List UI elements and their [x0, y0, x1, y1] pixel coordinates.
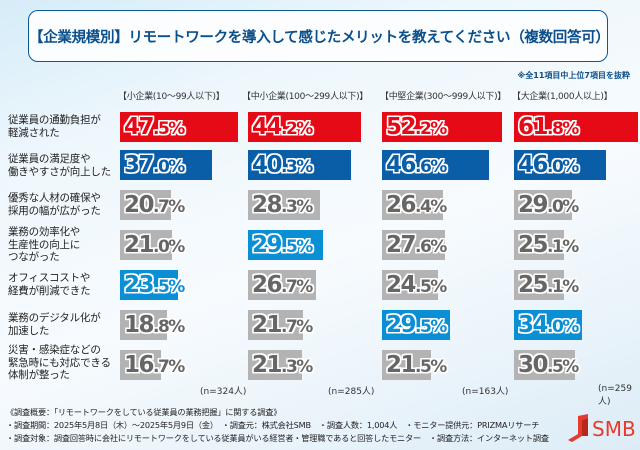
bar [514, 190, 572, 220]
row-label: 業務のデジタル化が 加速した [8, 312, 101, 337]
survey-footer: 《調査概要：「リモートワークをしている従業員の業務把握」に関する調査》 ・調査期… [6, 406, 549, 445]
row-label-line: 採用の幅が広がった [8, 204, 101, 217]
row-label-line: 加速した [8, 324, 50, 337]
bar-value-label: 21.5% [386, 352, 447, 378]
footer-line: 《調査概要：「リモートワークをしている従業員の業務把握」に関する調査》 [6, 407, 282, 417]
bar-value-label: 47.5% [124, 114, 185, 140]
bar-value-label: 25.1% [518, 232, 579, 258]
bar [382, 310, 450, 340]
bar [248, 270, 317, 300]
bar [248, 112, 361, 142]
bar-value-label: 29.0% [518, 192, 579, 218]
bar-value-label: 28.3% [252, 192, 313, 218]
bar [248, 310, 304, 340]
row-label-line: 業務の効率化や [8, 226, 81, 238]
bar [514, 112, 638, 142]
bar [248, 230, 324, 260]
bar-value-label: 61.8% [518, 114, 579, 140]
footer-line: ・調査期間：2025年5月8日（木）～2025年5月9日（金） ・調査元：株式会… [6, 420, 540, 430]
smb-logo-icon [568, 414, 588, 442]
bar-value-label: 40.3% [252, 152, 313, 178]
row-label-line: 従業員の満足度や [8, 153, 91, 165]
bar-value-label: 26.4% [386, 192, 447, 218]
bar-value-label: 21.7% [252, 312, 313, 338]
bar [382, 190, 443, 220]
bar [382, 350, 432, 380]
column-header: 【中小企業(100～299人以下)】 [242, 92, 368, 102]
bar [514, 310, 582, 340]
sample-size-label: (n=285人) [328, 387, 375, 397]
column-header: 【大企業(1,000人以上)】 [512, 92, 613, 102]
row-label-line: 経費が削減できた [8, 284, 91, 297]
bar-value-label: 29.5% [252, 232, 313, 258]
row-label: 災害・感染症などの 緊急時にも対応できる 体制が整った [8, 344, 111, 382]
row-label-line: 災害・感染症などの [8, 344, 101, 356]
bar [248, 350, 303, 380]
bar [248, 150, 351, 180]
bar [514, 270, 565, 300]
row-label-line: 生産性の向上に [8, 238, 81, 251]
bar-value-label: 52.2% [386, 114, 447, 140]
bar-value-label: 23.5% [124, 272, 185, 298]
row-label-line: 従業員の通勤負担が [8, 114, 101, 126]
bar [120, 230, 173, 260]
bar-value-label: 21.3% [252, 352, 313, 378]
sample-size-label: (n=259人) [598, 384, 632, 407]
row-label-line: 働きやすさが向上した [8, 165, 111, 178]
page-title: 【企業規模別】リモートワークを導入して感じたメリットを教えてください（複数回答可… [29, 29, 610, 46]
sample-size-label: (n=324人) [200, 387, 247, 397]
sample-size-label: (n=163人) [462, 387, 509, 397]
row-label: 従業員の通勤負担が 軽減された [8, 114, 101, 139]
bar [120, 112, 238, 142]
bar [514, 350, 575, 380]
bar-value-label: 29.5% [386, 312, 447, 338]
bar [120, 190, 172, 220]
bar-value-label: 25.1% [518, 272, 579, 298]
bar [382, 112, 503, 142]
bar [514, 150, 606, 180]
row-label-line: 軽減された [8, 126, 60, 139]
bar [248, 190, 321, 220]
row-label-line: 優秀な人材の確保や [8, 192, 101, 204]
smb-logo: SMB [568, 414, 638, 444]
note: ※全11項目中上位7項目を抜粋 [517, 71, 630, 80]
bar-value-label: 18.8% [124, 312, 185, 338]
bar-value-label: 46.6% [386, 152, 447, 178]
bar-value-label: 16.7% [124, 352, 185, 378]
bar-value-label: 27.6% [386, 232, 447, 258]
row-label: 従業員の満足度や 働きやすさが向上した [8, 153, 111, 178]
bar-value-label: 21.0% [124, 232, 185, 258]
bar-value-label: 44.2% [252, 114, 313, 140]
title-box: 【企業規模別】リモートワークを導入して感じたメリットを教えてください（複数回答可… [28, 10, 610, 62]
bar [382, 230, 446, 260]
footer-line: ・調査対象：調査回答時に会社にリモートワークをしている従業員がいる経営者・管理職… [6, 433, 549, 443]
bar [120, 350, 162, 380]
row-label: 業務の効率化や 生産性の向上に つながった [8, 226, 80, 264]
bar-value-label: 46.0% [518, 152, 579, 178]
row-label-line: 体制が整った [8, 369, 70, 381]
row-label: 優秀な人材の確保や 採用の幅が広がった [8, 192, 101, 217]
row-label-line: 業務のデジタル化が [8, 312, 101, 324]
bar-value-label: 24.5% [386, 272, 447, 298]
bar [514, 230, 565, 260]
row-label-line: 緊急時にも対応できる [8, 356, 111, 369]
bar-value-label: 26.7% [252, 272, 313, 298]
bar [382, 270, 439, 300]
bar [120, 150, 212, 180]
row-label-line: つながった [8, 251, 60, 263]
bar-value-label: 37.0% [124, 152, 185, 178]
bar [120, 270, 179, 300]
logo-text: SMB [592, 417, 636, 441]
bar [382, 150, 490, 180]
row-label-line: オフィスコストや [8, 272, 91, 284]
bar [120, 310, 167, 340]
row-label: オフィスコストや 経費が削減できた [8, 272, 91, 297]
column-header: 【中堅企業(300～999人以下)】 [380, 92, 506, 102]
bar-value-label: 20.7% [124, 192, 185, 218]
bar-value-label: 30.5% [518, 352, 579, 378]
column-header: 【小企業(10～99人以下)】 [118, 92, 225, 102]
bar-value-label: 34.0% [518, 312, 579, 338]
